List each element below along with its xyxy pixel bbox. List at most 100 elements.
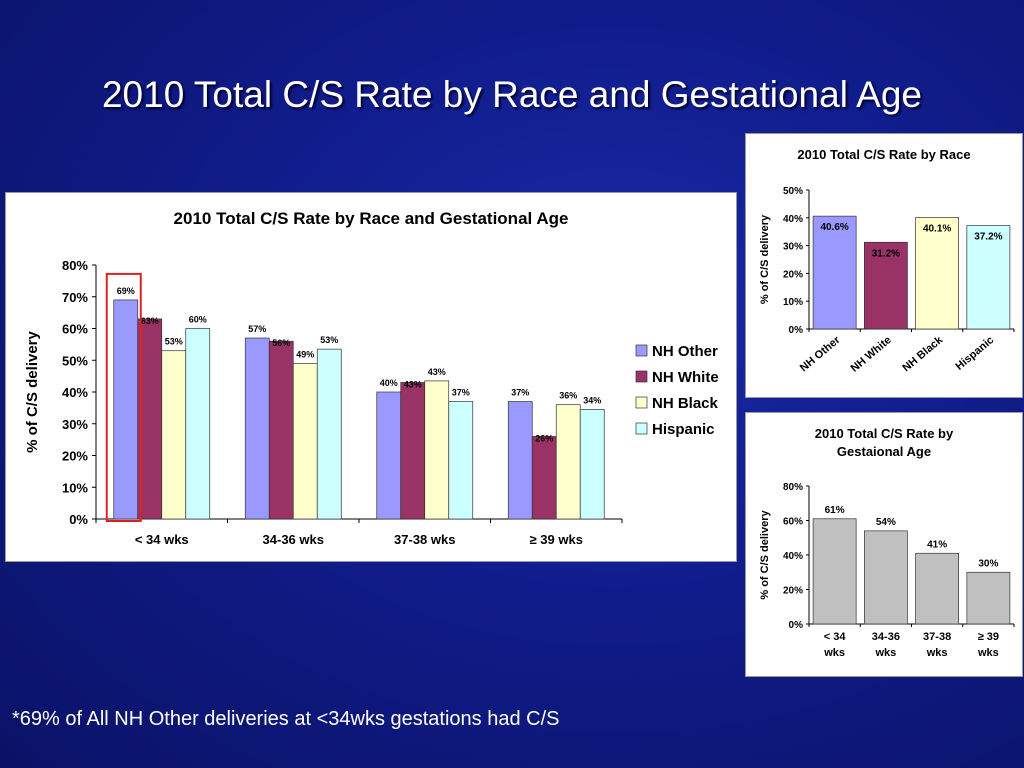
x-tick-label: NH White (849, 334, 894, 375)
data-label: 53% (165, 337, 183, 347)
data-label: 49% (296, 349, 314, 359)
y-tick-label: 30% (783, 242, 803, 253)
x-tick-label: < 34 (824, 631, 847, 643)
x-tick-label: Hispanic (953, 334, 996, 373)
data-label: 56% (272, 338, 290, 348)
data-label: 40.1% (923, 224, 951, 235)
y-tick-label: 0% (69, 512, 88, 527)
y-tick-label: 50% (783, 186, 803, 197)
bar (863, 530, 908, 625)
y-tick-label: 80% (783, 482, 803, 493)
data-label: 43% (428, 367, 446, 377)
data-label: 63% (141, 316, 159, 326)
bar (185, 328, 211, 520)
data-label: 30% (978, 558, 998, 569)
y-tick-label: 10% (62, 480, 88, 495)
slide-title: 2010 Total C/S Rate by Race and Gestatio… (101, 74, 923, 115)
bar (292, 363, 318, 520)
chart-title: 2010 Total C/S Rate by Race and Gestatio… (174, 209, 569, 228)
bar (915, 217, 960, 330)
chart-title: Gestaional Age (837, 444, 931, 459)
y-tick-label: 40% (783, 214, 803, 225)
chart-title: 2010 Total C/S Rate by (815, 426, 954, 441)
y-tick-label: 0% (789, 620, 804, 631)
bar (424, 380, 450, 520)
bar (161, 350, 187, 520)
y-tick-label: 40% (783, 551, 803, 562)
data-label: 60% (189, 315, 207, 325)
y-tick-label: 40% (62, 385, 88, 400)
legend-swatch (635, 370, 648, 383)
x-tick-label: 34-36 wks (263, 532, 324, 547)
x-tick-label: 34-36 (872, 631, 900, 643)
bar (579, 409, 605, 520)
y-tick-label: 60% (62, 322, 88, 337)
chart-title: 2010 Total C/S Rate by Race (797, 147, 970, 162)
data-label: 37% (452, 388, 470, 398)
bar (966, 571, 1011, 625)
bar (555, 404, 581, 520)
race-chart-panel: 2010 Total C/S Rate by Race % of C/S deli… (745, 133, 1023, 398)
data-label: 41% (927, 539, 947, 550)
bar (244, 337, 270, 520)
y-tick-label: 10% (783, 297, 803, 308)
legend-swatch (635, 422, 648, 435)
y-tick-label: 70% (62, 290, 88, 305)
bar (268, 340, 294, 520)
y-axis-label: % of C/S delivery (759, 509, 771, 599)
data-label: 69% (117, 286, 135, 296)
x-tick-label: wks (977, 647, 999, 659)
x-tick-label: 37-38 (923, 631, 951, 643)
data-label: 43% (404, 379, 422, 389)
y-tick-label: 30% (62, 417, 88, 432)
bar (863, 241, 908, 330)
bar (812, 215, 857, 330)
x-tick-label: ≥ 39 wks (530, 532, 583, 547)
data-label: 61% (825, 505, 845, 516)
y-tick-label: 20% (783, 586, 803, 597)
data-label: 53% (320, 335, 338, 345)
bar (915, 552, 960, 625)
legend-label: NH White (652, 369, 719, 386)
data-label: 36% (559, 391, 577, 401)
legend-swatch (635, 344, 648, 357)
data-label: 40% (380, 378, 398, 388)
y-tick-label: 60% (783, 517, 803, 528)
main-chart-panel: 2010 Total C/S Rate by Race and Gestatio… (5, 192, 737, 562)
x-tick-label: < 34 wks (135, 532, 189, 547)
bar (448, 401, 474, 520)
footnote: *69% of All NH Other deliveries at <34wk… (12, 708, 560, 730)
x-tick-label: NH Black (900, 334, 945, 375)
bar (812, 518, 857, 625)
y-tick-label: 20% (62, 449, 88, 464)
legend-label: NH Black (652, 395, 719, 412)
highlight-box (105, 272, 142, 522)
bar (376, 391, 402, 520)
x-tick-label: wks (823, 647, 845, 659)
data-label: 54% (876, 517, 896, 528)
data-label: 57% (248, 324, 266, 334)
data-label: 34% (583, 395, 601, 405)
x-tick-label: wks (874, 647, 896, 659)
x-tick-label: wks (926, 647, 948, 659)
y-tick-label: 0% (789, 325, 804, 336)
gestational-age-chart: 2010 Total C/S Rate by Gestaional Age % of… (759, 426, 1015, 659)
legend-label: NH Other (652, 343, 718, 360)
data-label: 37% (511, 388, 529, 398)
data-label: 40.6% (820, 222, 848, 233)
y-axis-label: % of C/S delivery (24, 330, 41, 452)
bar (507, 401, 533, 520)
bar (531, 436, 557, 520)
race-chart: 2010 Total C/S Rate by Race % of C/S deli… (759, 147, 1015, 375)
y-tick-label: 80% (62, 258, 88, 273)
gestational-age-chart-panel: 2010 Total C/S Rate by Gestaional Age % of… (745, 412, 1023, 677)
data-label: 37.2% (974, 232, 1002, 243)
legend-swatch (635, 396, 648, 409)
x-tick-label: NH Other (798, 334, 843, 375)
y-tick-label: 20% (783, 269, 803, 280)
y-tick-label: 50% (62, 353, 88, 368)
legend-label: Hispanic (652, 421, 715, 438)
race-gestational-age-chart: 2010 Total C/S Rate by Race and Gestatio… (24, 209, 719, 547)
data-label: 26% (535, 433, 553, 443)
bar (316, 348, 342, 520)
